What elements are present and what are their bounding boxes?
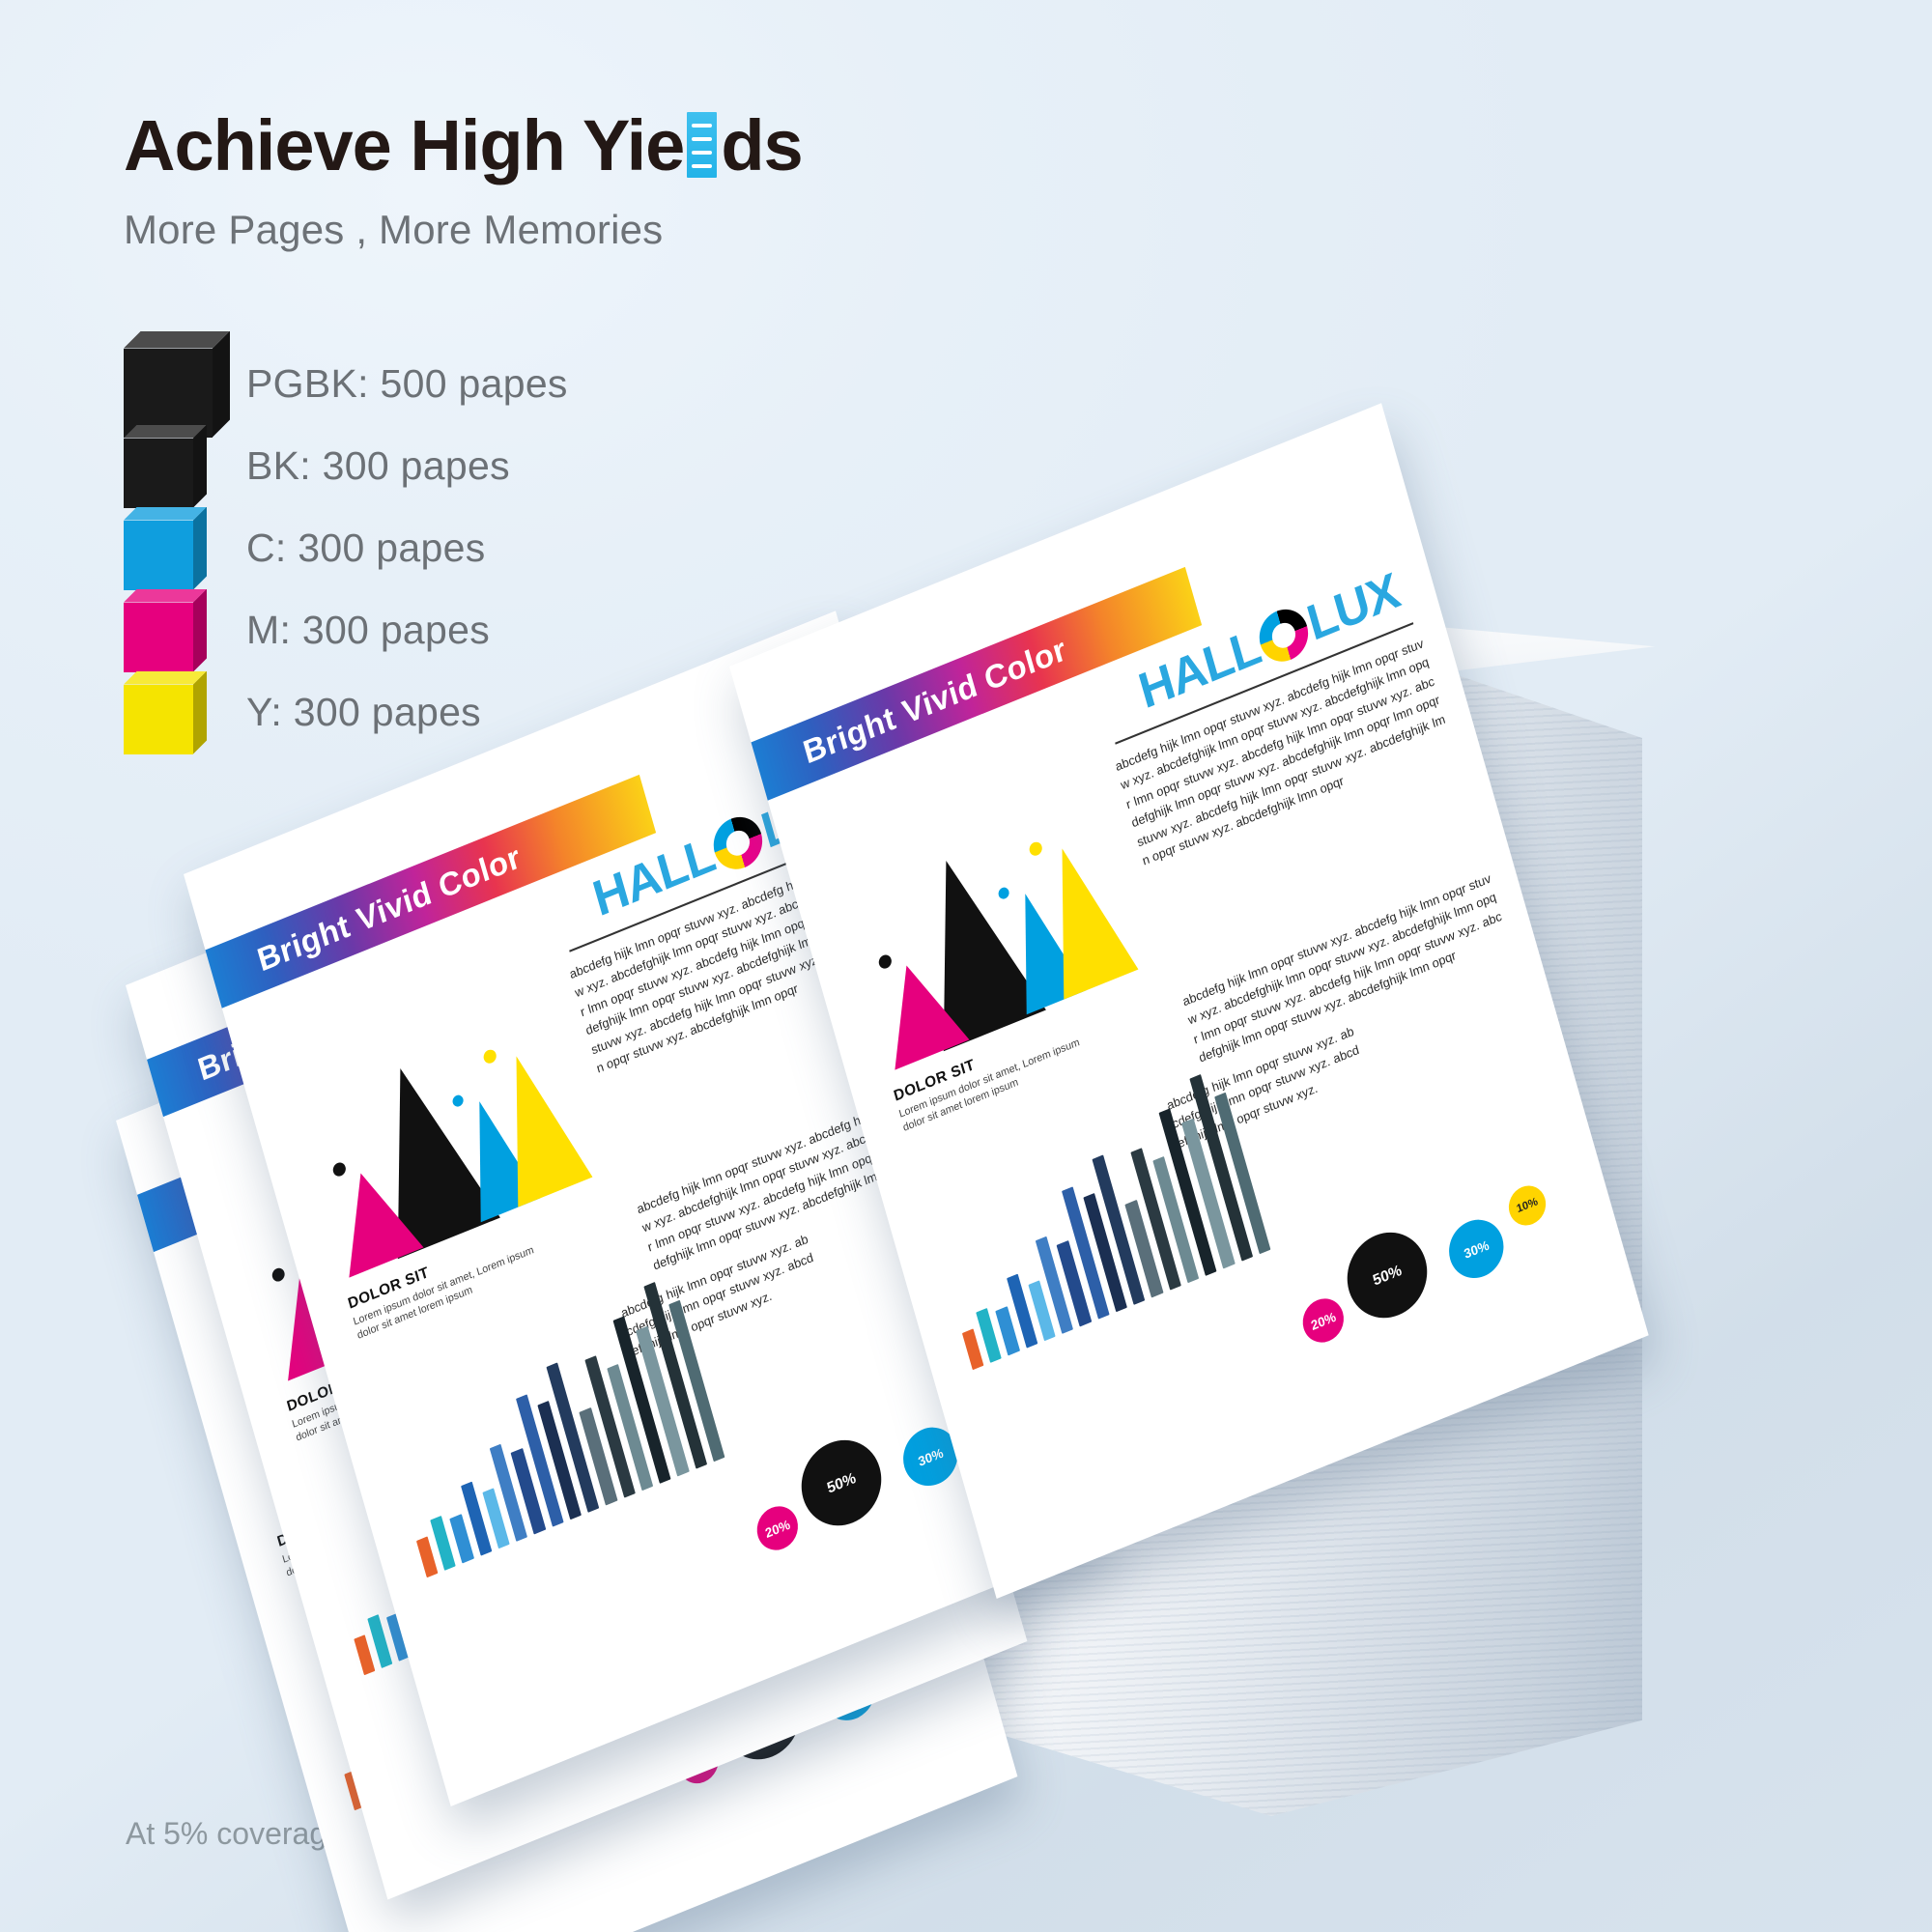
page-title-before: Achieve High Yie: [124, 105, 685, 185]
bubble-label: 30%: [1462, 1236, 1491, 1262]
page-subtitle: More Pages , More Memories: [124, 207, 664, 252]
cube-side-face: [213, 330, 230, 438]
dot-black: [877, 952, 894, 971]
legend-swatch: [124, 506, 235, 590]
bubble-20pct: 20%: [752, 1499, 804, 1557]
legend-label: Y: 300 papes: [246, 690, 481, 734]
cube-top-face: [124, 670, 207, 685]
dot-yellow: [482, 1047, 498, 1065]
cube-icon-c: [124, 506, 207, 590]
cube-front-face: [124, 438, 193, 508]
bubble-50pct: 50%: [1337, 1219, 1437, 1331]
cube-front-face: [124, 602, 193, 672]
legend-row: M: 300 papes: [124, 588, 568, 672]
dot-black: [331, 1160, 348, 1179]
cube-front-face: [124, 684, 193, 754]
legend-row: Y: 300 papes: [124, 670, 568, 754]
legend-swatch: [124, 330, 235, 438]
cube-front-face: [124, 520, 193, 590]
legend-row: C: 300 papes: [124, 506, 568, 590]
bubble-50pct: 50%: [791, 1427, 892, 1539]
bubble-20pct: 20%: [1297, 1292, 1350, 1350]
dot-yellow: [1028, 839, 1044, 858]
poster-header: Achieve High Yie ds More Pages , More Me…: [124, 104, 804, 253]
bar-1: [415, 1536, 439, 1578]
legend-row: PGBK: 500 papes: [124, 330, 568, 438]
cube-icon-m: [124, 588, 207, 672]
cube-icon-bk: [124, 424, 207, 508]
bubble-label: 20%: [1309, 1308, 1338, 1333]
legend-swatch: [124, 670, 235, 754]
legend-label: BK: 300 papes: [246, 443, 510, 488]
coverage-footnote: At 5% coverage: [126, 1816, 344, 1851]
page-title: Achieve High Yie ds: [124, 104, 804, 185]
legend-label: PGBK: 500 papes: [246, 361, 568, 406]
cube-side-face: [193, 506, 207, 590]
cube-top-face: [124, 424, 207, 439]
legend-label: C: 300 papes: [246, 526, 486, 570]
page-title-after: ds: [721, 105, 803, 185]
yield-legend: PGBK: 500 papes BK: 300 papes C: 300 papes…: [124, 330, 568, 754]
bubble-30pct: 30%: [1442, 1210, 1511, 1287]
legend-swatch: [124, 424, 235, 508]
legend-label: M: 300 papes: [246, 608, 491, 652]
sheet-banner-text: Bright Vivid Color: [799, 630, 1070, 771]
legend-swatch: [124, 588, 235, 672]
cube-top-face: [124, 330, 230, 349]
bar-1: [961, 1328, 984, 1371]
dot-black: [270, 1265, 287, 1284]
cube-top-face: [124, 506, 207, 521]
bubble-label: 30%: [916, 1444, 945, 1469]
cube-side-face: [193, 670, 207, 754]
bubble-label: 50%: [1371, 1261, 1404, 1290]
cube-side-face: [193, 588, 207, 672]
bubble-label: 10%: [1515, 1195, 1540, 1216]
cube-side-face: [193, 424, 207, 508]
bar-1: [354, 1634, 376, 1676]
cube-icon-y: [124, 670, 207, 754]
bubble-label: 50%: [825, 1468, 858, 1497]
legend-row: BK: 300 papes: [124, 424, 568, 508]
cube-top-face: [124, 588, 207, 603]
logo-text-after: LUX: [1301, 563, 1406, 652]
cube-front-face: [124, 348, 213, 438]
cube-icon-pgbk: [124, 330, 230, 438]
paper-stack-icon: [687, 112, 718, 178]
bubble-label: 20%: [763, 1516, 792, 1541]
sheet-banner-text: Bright Vivid Color: [253, 838, 525, 979]
bubble-10pct: 10%: [1504, 1179, 1550, 1232]
